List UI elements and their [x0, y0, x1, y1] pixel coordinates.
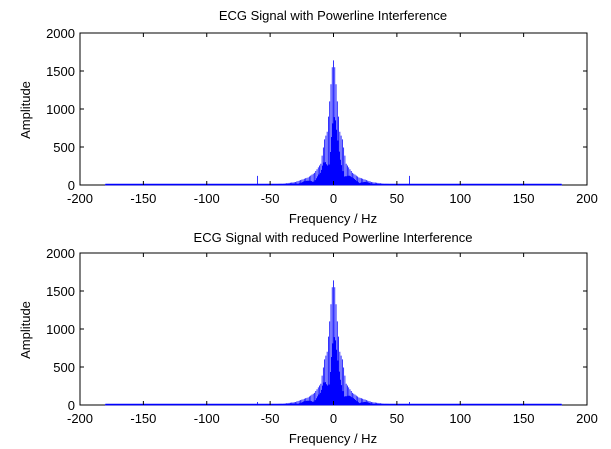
y-tick-label: 0	[68, 398, 75, 413]
y-tick-label: 1500	[46, 64, 75, 79]
x-tick-label: 150	[513, 191, 535, 206]
y-tick-label: 1000	[46, 322, 75, 337]
x-tick-label: -100	[194, 411, 220, 426]
x-tick-label: 100	[449, 411, 471, 426]
x-tick-label: -150	[130, 191, 156, 206]
subplot-1-ylabel: Amplitude	[18, 81, 33, 139]
y-tick-label: 1000	[46, 102, 75, 117]
subplot-2-ylabel: Amplitude	[18, 301, 33, 359]
x-tick-label: -50	[261, 191, 280, 206]
x-tick-label: -150	[130, 411, 156, 426]
x-tick-label: 150	[513, 411, 535, 426]
y-tick-label: 1500	[46, 284, 75, 299]
y-tick-label: 2000	[46, 26, 75, 41]
x-tick-label: 0	[330, 191, 337, 206]
series-line	[104, 60, 563, 186]
x-tick-label: 50	[390, 411, 404, 426]
subplot-1-title: ECG Signal with Powerline Interference	[219, 8, 447, 23]
y-tick-label: 500	[53, 140, 75, 155]
subplot-2: ECG Signal with reduced Powerline Interf…	[18, 230, 598, 446]
subplot-1: ECG Signal with Powerline Interference A…	[18, 8, 598, 226]
subplot-2-title: ECG Signal with reduced Powerline Interf…	[194, 230, 473, 245]
series-line	[104, 280, 563, 406]
x-tick-label: -50	[261, 411, 280, 426]
subplot-2-xlabel: Frequency / Hz	[289, 431, 377, 446]
subplot-1-xlabel: Frequency / Hz	[289, 211, 377, 226]
y-tick-label: 2000	[46, 246, 75, 261]
x-tick-label: -200	[67, 191, 93, 206]
x-tick-label: 100	[449, 191, 471, 206]
x-tick-label: -200	[67, 411, 93, 426]
y-tick-label: 500	[53, 360, 75, 375]
x-tick-label: 0	[330, 411, 337, 426]
x-tick-label: -100	[194, 191, 220, 206]
y-tick-label: 0	[68, 178, 75, 193]
x-tick-label: 200	[576, 411, 598, 426]
x-tick-label: 200	[576, 191, 598, 206]
x-tick-label: 50	[390, 191, 404, 206]
